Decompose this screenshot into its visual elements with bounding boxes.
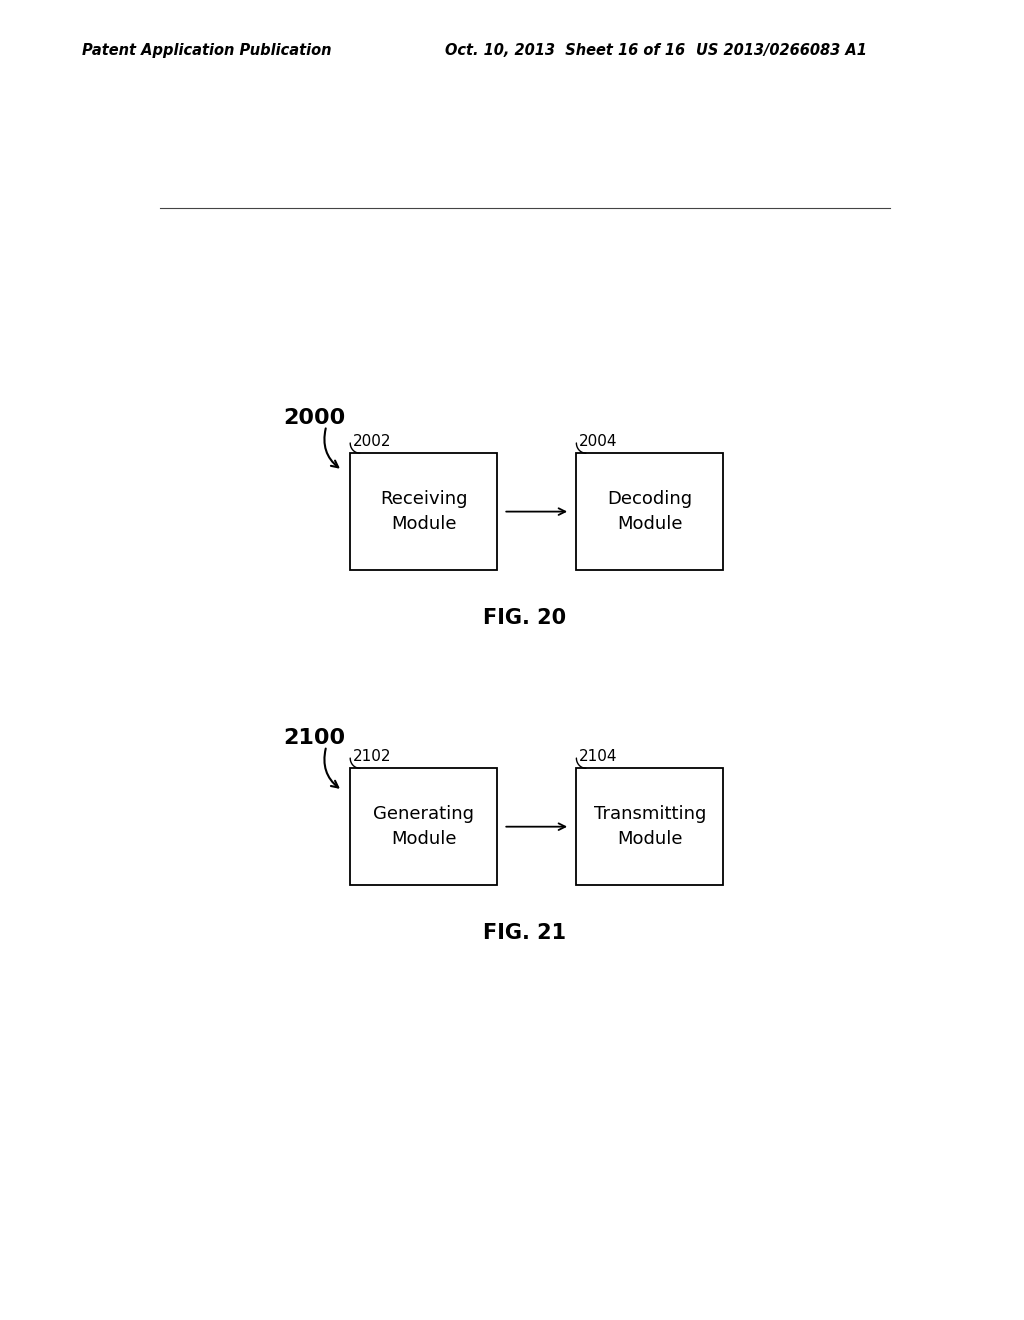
Text: Patent Application Publication: Patent Application Publication: [82, 42, 332, 58]
Text: Receiving
Module: Receiving Module: [380, 490, 467, 533]
Bar: [577, 453, 723, 570]
Text: Decoding
Module: Decoding Module: [607, 490, 692, 533]
Text: 2002: 2002: [352, 434, 391, 449]
Text: FIG. 21: FIG. 21: [483, 923, 566, 942]
Text: Transmitting
Module: Transmitting Module: [594, 805, 706, 849]
Bar: [350, 768, 497, 886]
Text: 2102: 2102: [352, 750, 391, 764]
Text: 2100: 2100: [283, 727, 345, 747]
Text: 2004: 2004: [579, 434, 617, 449]
Text: Generating
Module: Generating Module: [373, 805, 474, 849]
Bar: [577, 768, 723, 886]
Text: Oct. 10, 2013  Sheet 16 of 16: Oct. 10, 2013 Sheet 16 of 16: [445, 42, 685, 58]
Text: 2104: 2104: [579, 750, 617, 764]
Text: FIG. 20: FIG. 20: [483, 607, 566, 628]
Text: 2000: 2000: [283, 408, 345, 428]
Bar: [350, 453, 497, 570]
Text: US 2013/0266083 A1: US 2013/0266083 A1: [696, 42, 867, 58]
